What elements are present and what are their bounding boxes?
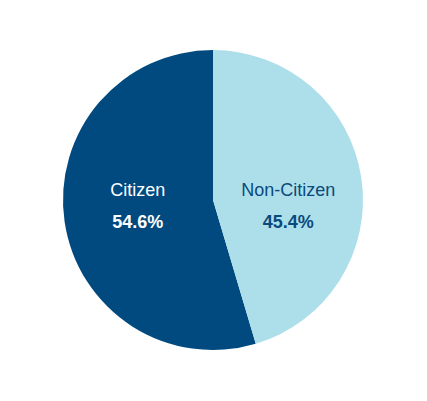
pie-slice [213,50,363,344]
data-label: 45.4% [263,212,314,232]
pie: Citizen 54.6% Non-Citizen 45.4% [63,50,363,350]
data-label: 54.6% [112,212,163,232]
chart: Citizen 54.6% Non-Citizen 45.4% [0,0,427,401]
labels: Citizen 54.6% Non-Citizen 45.4% [110,180,335,232]
slice-label: Citizen [110,180,165,200]
slice-label: Non-Citizen [241,180,335,200]
